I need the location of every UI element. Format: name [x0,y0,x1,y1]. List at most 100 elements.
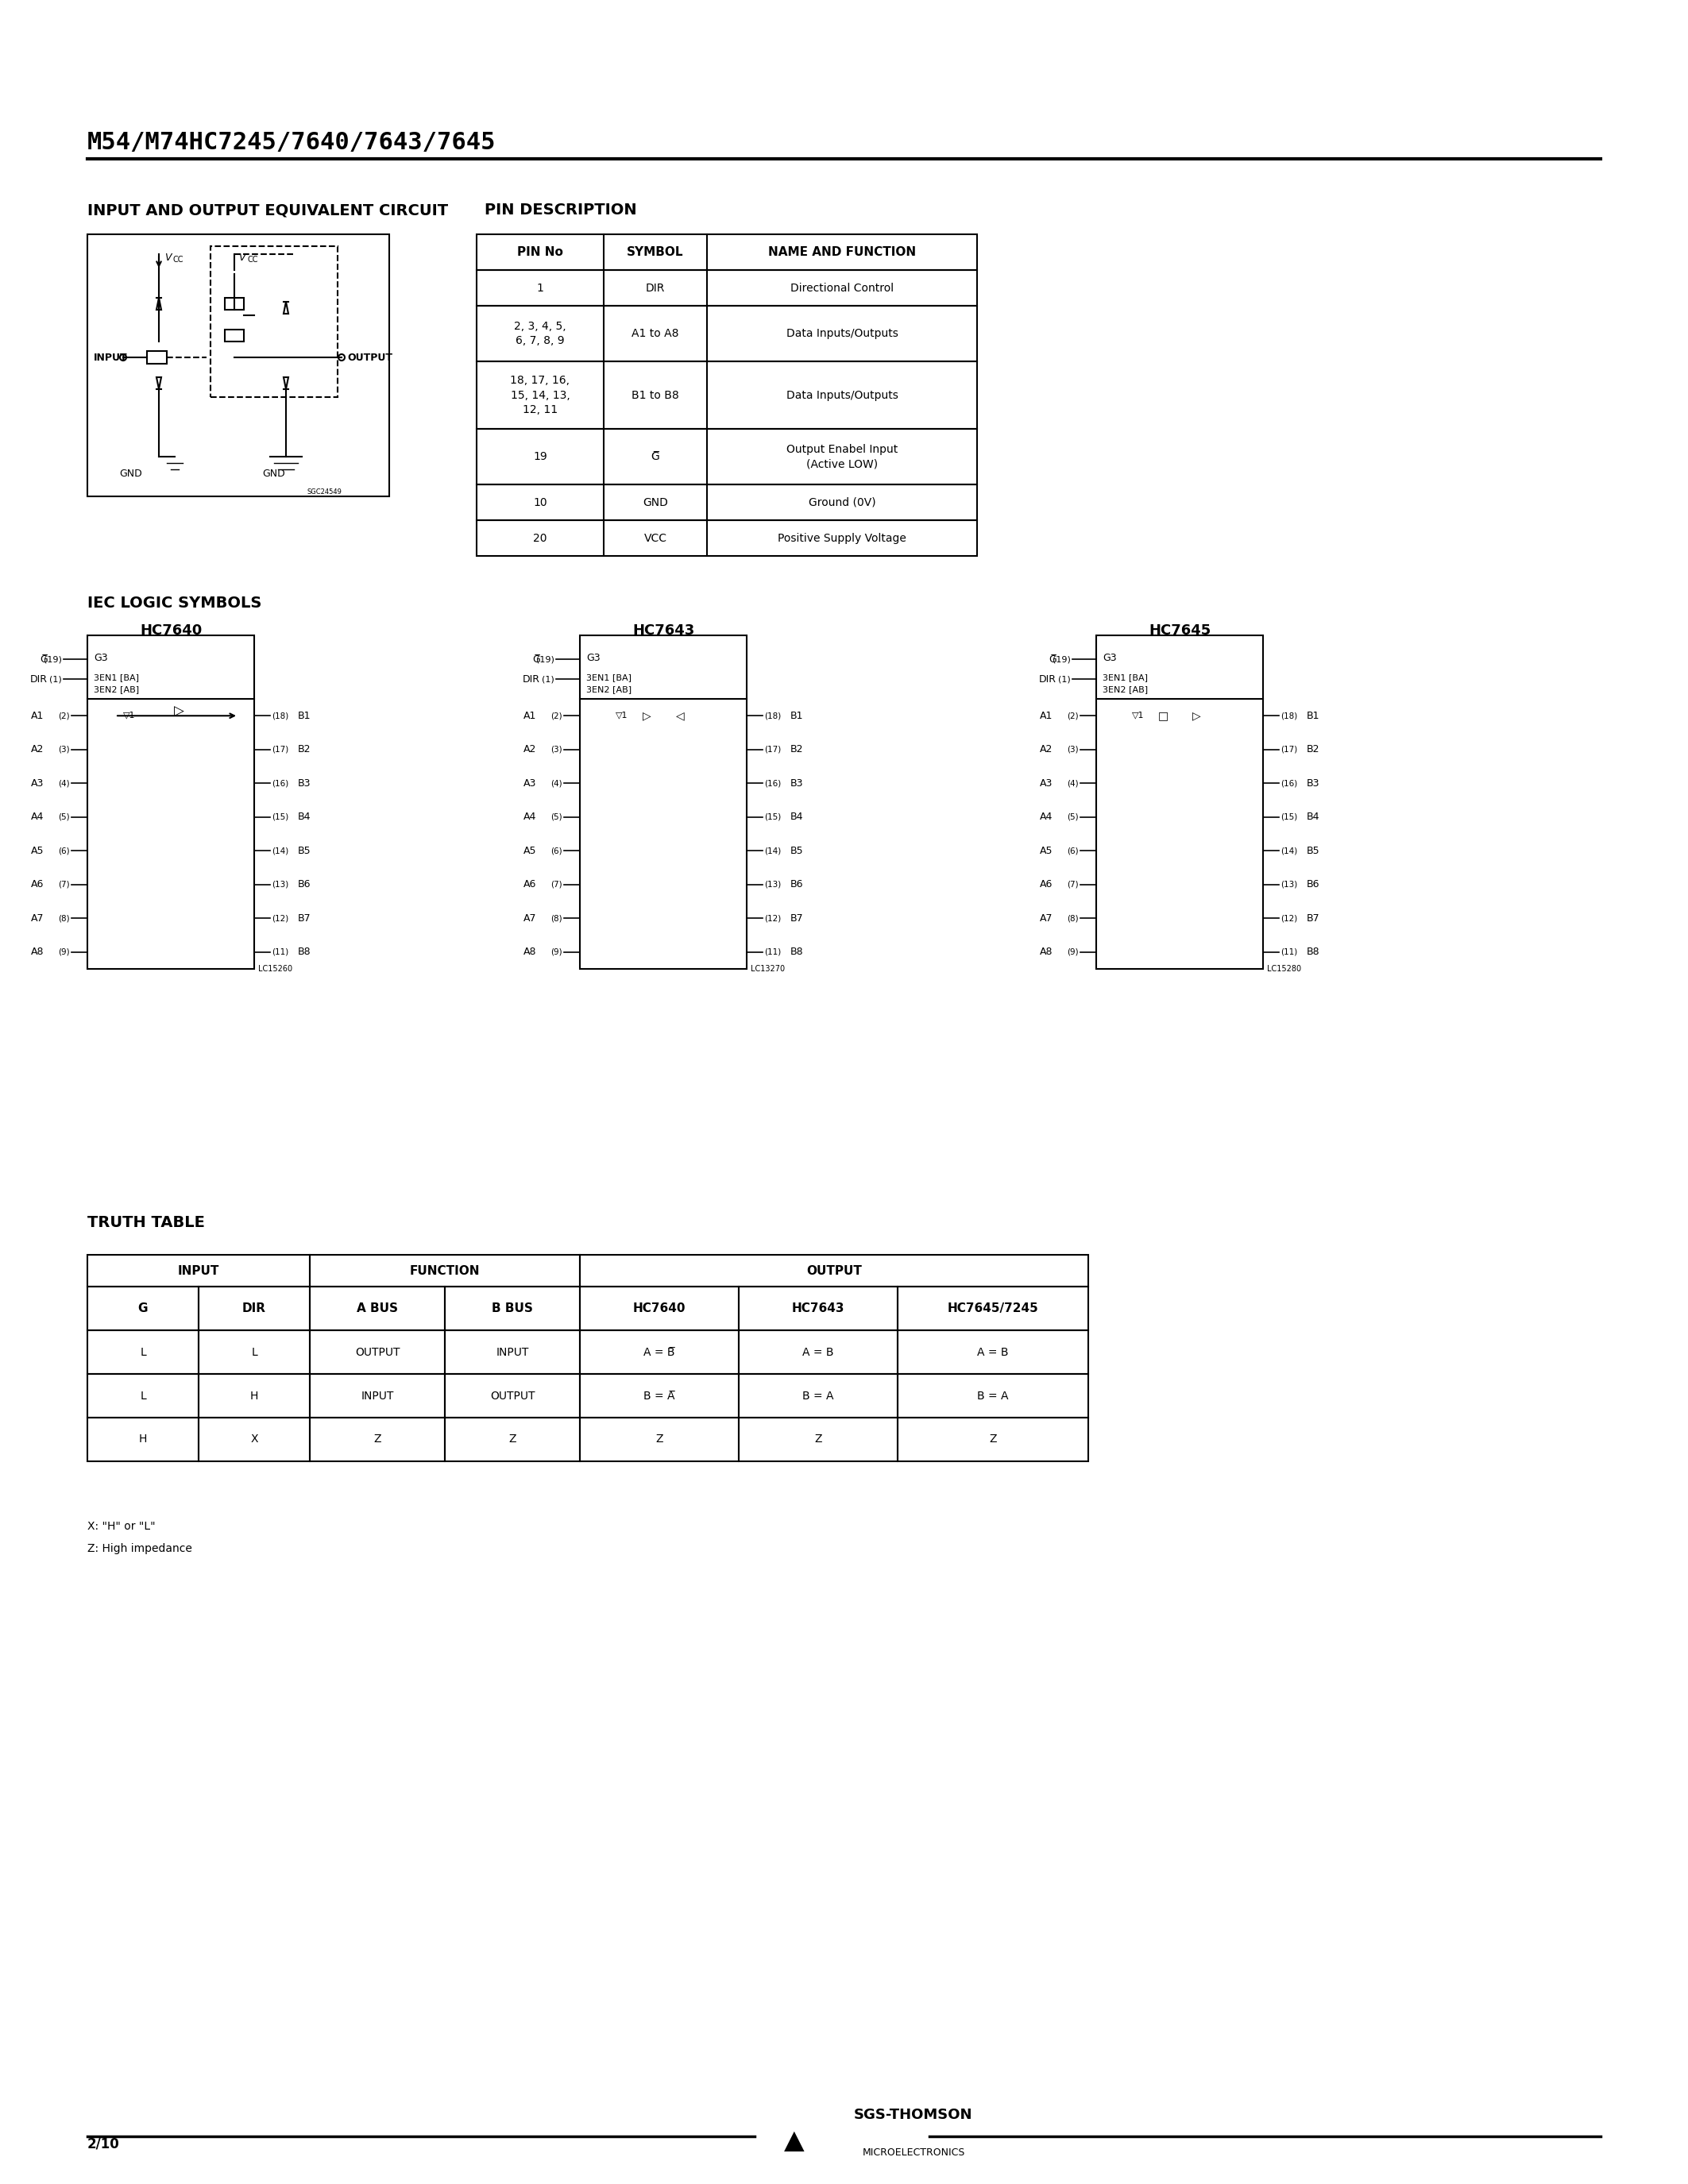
Text: (6): (6) [550,847,562,854]
Text: B8: B8 [790,948,803,957]
Text: HC7643: HC7643 [633,622,694,638]
Text: A1: A1 [523,710,537,721]
Text: (5): (5) [1067,812,1079,821]
Text: B5: B5 [297,845,311,856]
Bar [225,297,243,310]
Text: 2, 3, 4, 5,
6, 7, 8, 9: 2, 3, 4, 5, 6, 7, 8, 9 [515,321,565,347]
Text: A8: A8 [1040,948,1053,957]
Text: HC7640: HC7640 [140,622,203,638]
Text: V: V [164,253,170,262]
Text: (18): (18) [1281,712,1298,721]
Text: A = B: A = B [977,1348,1009,1358]
Bar [898,1330,1089,1374]
Text: A3: A3 [523,778,537,788]
Text: (14): (14) [1281,847,1298,854]
Text: (17): (17) [1281,745,1298,753]
Text: B7: B7 [790,913,803,924]
Text: L: L [140,1391,147,1402]
Bar [898,1417,1089,1461]
Text: MICROELECTRONICS: MICROELECTRONICS [863,2147,966,2158]
Text: (5): (5) [550,812,562,821]
Text: (9): (9) [59,948,69,957]
Text: (16): (16) [1281,780,1298,786]
Text: A6: A6 [1040,880,1053,889]
Text: G: G [138,1302,149,1315]
Bar [446,1286,581,1330]
Text: (7): (7) [550,880,562,889]
Text: X: X [250,1435,258,1446]
Text: LC13270: LC13270 [751,965,785,972]
Text: OUTPUT: OUTPUT [807,1265,863,1278]
Text: A6: A6 [523,880,537,889]
Text: (6): (6) [59,847,69,854]
Text: B = A: B = A [802,1391,834,1402]
Text: Z: Z [814,1435,822,1446]
Text: HC7645/7245: HC7645/7245 [947,1302,1038,1315]
Text: INPUT: INPUT [177,1265,219,1278]
Text: (4): (4) [550,780,562,786]
Text: (12): (12) [765,915,782,922]
Text: HC7643: HC7643 [792,1302,844,1315]
Bar [88,234,390,496]
Text: B2: B2 [790,745,803,756]
Text: B8: B8 [297,948,311,957]
Text: (7): (7) [59,880,69,889]
Bar [476,360,977,428]
Bar [88,1417,199,1461]
Bar [581,636,746,970]
Text: 3EN2 [AB]: 3EN2 [AB] [95,686,138,692]
Text: (19): (19) [537,655,554,664]
Text: (15): (15) [1281,812,1298,821]
Text: NAME AND FUNCTION: NAME AND FUNCTION [768,247,917,258]
Text: (3): (3) [550,745,562,753]
Bar [88,636,255,970]
Text: Ground (0V): Ground (0V) [809,496,876,509]
Text: PIN DESCRIPTION: PIN DESCRIPTION [484,203,636,218]
Text: (18): (18) [272,712,289,721]
Text: G̅: G̅ [41,653,47,664]
Text: Z: Z [989,1435,996,1446]
Text: A5: A5 [523,845,537,856]
Bar [199,1374,311,1417]
Bar [1096,636,1263,970]
Text: X: "H" or "L": X: "H" or "L" [88,1520,155,1531]
Text: LC15280: LC15280 [1268,965,1301,972]
Text: 3EN1 [BA]: 3EN1 [BA] [1102,673,1148,681]
Text: (4): (4) [1067,780,1079,786]
Text: A8: A8 [523,948,537,957]
Text: (19): (19) [1053,655,1070,664]
Text: (7): (7) [1067,880,1079,889]
Text: (2): (2) [550,712,562,721]
Text: 2/10: 2/10 [88,2138,120,2151]
Text: 3EN1 [BA]: 3EN1 [BA] [95,673,138,681]
Bar [88,1330,199,1374]
Text: (3): (3) [59,745,69,753]
Text: (13): (13) [765,880,782,889]
Bar [225,330,243,341]
Text: IEC LOGIC SYMBOLS: IEC LOGIC SYMBOLS [88,596,262,612]
Text: (9): (9) [550,948,562,957]
Text: B4: B4 [297,812,311,821]
Text: GND: GND [262,470,285,478]
Text: A1 to A8: A1 to A8 [631,328,679,339]
Text: 3EN2 [AB]: 3EN2 [AB] [1102,686,1148,692]
Text: G3: G3 [95,653,108,662]
Text: (14): (14) [765,847,782,854]
Text: INPUT AND OUTPUT EQUIVALENT CIRCUIT: INPUT AND OUTPUT EQUIVALENT CIRCUIT [88,203,447,218]
Bar [739,1330,898,1374]
Text: ◁: ◁ [675,710,684,721]
Text: Data Inputs/Outputs: Data Inputs/Outputs [787,328,898,339]
Bar [739,1417,898,1461]
Bar [199,1417,311,1461]
Text: B6: B6 [790,880,803,889]
Text: (2): (2) [1067,712,1079,721]
Text: G3: G3 [1102,653,1116,662]
Bar [211,247,338,397]
Bar [311,1286,446,1330]
Text: 3EN1 [BA]: 3EN1 [BA] [586,673,631,681]
Text: (14): (14) [272,847,289,854]
Text: DIR: DIR [30,675,47,684]
Text: HC7640: HC7640 [633,1302,685,1315]
Text: B6: B6 [297,880,311,889]
Text: G̅: G̅ [652,452,660,463]
